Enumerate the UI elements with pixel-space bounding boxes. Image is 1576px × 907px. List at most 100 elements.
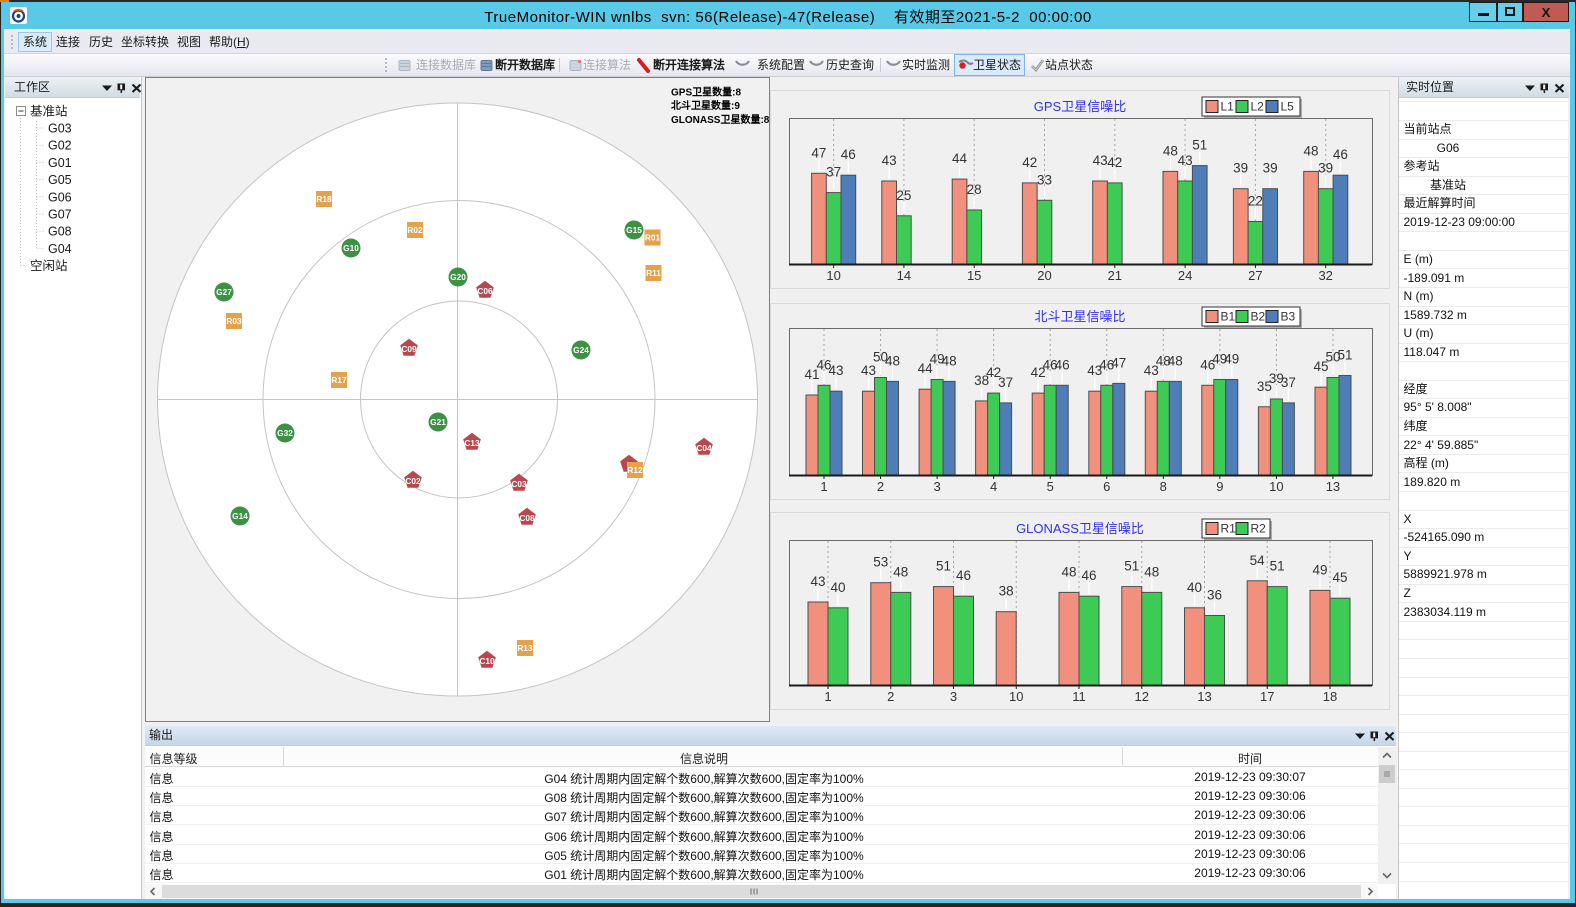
svg-text:空闲站: 空闲站: [30, 259, 68, 273]
svg-text:G32: G32: [277, 428, 293, 438]
svg-text:48: 48: [1156, 353, 1171, 368]
svg-text:24: 24: [1178, 268, 1192, 283]
svg-text:46: 46: [1333, 147, 1348, 162]
svg-text:35: 35: [1257, 379, 1272, 394]
svg-text:48: 48: [1144, 564, 1159, 579]
svg-text:51: 51: [1192, 138, 1207, 153]
svg-text:GLONASS卫星信噪比: GLONASS卫星信噪比: [1016, 521, 1144, 536]
svg-text:C04: C04: [696, 443, 712, 453]
svg-text:8: 8: [1160, 479, 1167, 494]
svg-text:54: 54: [1250, 553, 1266, 568]
svg-text:18: 18: [1323, 689, 1337, 704]
svg-text:21: 21: [1108, 268, 1122, 283]
svg-text:15: 15: [967, 268, 981, 283]
svg-text:R01: R01: [645, 233, 661, 243]
svg-text:43: 43: [1093, 153, 1108, 168]
svg-text:GPS卫星信噪比: GPS卫星信噪比: [1034, 99, 1126, 114]
svg-text:51: 51: [936, 559, 951, 574]
svg-text:50: 50: [1325, 350, 1340, 365]
svg-text:37: 37: [998, 375, 1013, 390]
svg-text:48: 48: [1061, 564, 1076, 579]
svg-text:37: 37: [1281, 375, 1296, 390]
svg-text:北斗卫星数量:9: 北斗卫星数量:9: [671, 99, 740, 112]
svg-text:25: 25: [896, 188, 911, 203]
svg-text:44: 44: [918, 361, 934, 376]
svg-text:42: 42: [986, 365, 1001, 380]
svg-text:C06: C06: [477, 286, 493, 296]
svg-text:G06: G06: [48, 190, 72, 204]
svg-text:49: 49: [1212, 352, 1227, 367]
svg-text:13: 13: [1326, 479, 1340, 494]
svg-text:G10: G10: [343, 243, 359, 253]
svg-text:42: 42: [1022, 155, 1037, 170]
svg-text:C03: C03: [511, 479, 527, 489]
svg-text:40: 40: [830, 580, 845, 595]
svg-text:43: 43: [882, 153, 897, 168]
svg-text:40: 40: [1187, 580, 1202, 595]
svg-text:R18: R18: [316, 194, 332, 204]
svg-text:46: 46: [816, 357, 831, 372]
svg-text:17: 17: [1260, 689, 1274, 704]
svg-text:2: 2: [887, 689, 894, 704]
svg-text:46: 46: [1200, 357, 1215, 372]
svg-text:G14: G14: [232, 511, 248, 521]
svg-text:C02: C02: [405, 476, 421, 486]
svg-text:C10: C10: [479, 656, 495, 666]
svg-text:3: 3: [933, 479, 940, 494]
svg-text:27: 27: [1248, 268, 1262, 283]
svg-text:11: 11: [1072, 689, 1086, 704]
svg-text:6: 6: [1103, 479, 1110, 494]
svg-text:北斗卫星信噪比: 北斗卫星信噪比: [1034, 309, 1125, 324]
svg-text:G01: G01: [48, 156, 72, 170]
svg-text:46: 46: [1055, 357, 1070, 372]
svg-text:47: 47: [1111, 355, 1126, 370]
svg-text:1: 1: [820, 479, 827, 494]
svg-text:13: 13: [1197, 689, 1211, 704]
svg-text:C09: C09: [401, 344, 417, 354]
svg-text:43: 43: [810, 574, 825, 589]
svg-text:48: 48: [1163, 143, 1178, 158]
svg-text:51: 51: [1337, 348, 1352, 363]
svg-text:39: 39: [1233, 161, 1248, 176]
svg-text:L2: L2: [1251, 100, 1265, 114]
svg-text:46: 46: [841, 147, 856, 162]
svg-text:38: 38: [974, 373, 989, 388]
svg-text:B1: B1: [1221, 310, 1236, 324]
svg-text:10: 10: [1009, 689, 1023, 704]
svg-text:47: 47: [811, 145, 826, 160]
svg-text:3: 3: [950, 689, 957, 704]
svg-text:44: 44: [952, 151, 968, 166]
svg-text:9: 9: [1216, 479, 1223, 494]
svg-text:48: 48: [1303, 143, 1318, 158]
svg-text:46: 46: [1081, 568, 1096, 583]
svg-text:43: 43: [861, 363, 876, 378]
svg-text:53: 53: [873, 555, 888, 570]
svg-text:46: 46: [956, 568, 971, 583]
svg-text:43: 43: [1178, 153, 1193, 168]
svg-text:39: 39: [1318, 161, 1333, 176]
svg-text:51: 51: [1270, 559, 1285, 574]
svg-text:20: 20: [1037, 268, 1051, 283]
svg-text:48: 48: [893, 564, 908, 579]
svg-text:49: 49: [930, 352, 945, 367]
svg-text:2: 2: [877, 479, 884, 494]
svg-text:42: 42: [1031, 365, 1046, 380]
svg-text:R13: R13: [517, 643, 533, 653]
svg-text:G03: G03: [48, 122, 72, 136]
svg-text:49: 49: [1312, 562, 1327, 577]
svg-text:5: 5: [1047, 479, 1054, 494]
svg-text:1: 1: [824, 689, 831, 704]
svg-text:L5: L5: [1281, 100, 1295, 114]
svg-text:G02: G02: [48, 139, 72, 153]
svg-text:50: 50: [873, 350, 888, 365]
svg-text:12: 12: [1135, 689, 1149, 704]
svg-text:39: 39: [1269, 371, 1284, 386]
svg-text:R11: R11: [646, 268, 661, 278]
svg-text:46: 46: [1099, 357, 1114, 372]
svg-text:36: 36: [1207, 588, 1222, 603]
svg-text:R02: R02: [407, 225, 423, 235]
svg-text:R12: R12: [627, 465, 643, 475]
svg-text:G08: G08: [48, 225, 72, 239]
svg-text:41: 41: [804, 367, 819, 382]
svg-text:33: 33: [1037, 172, 1052, 187]
